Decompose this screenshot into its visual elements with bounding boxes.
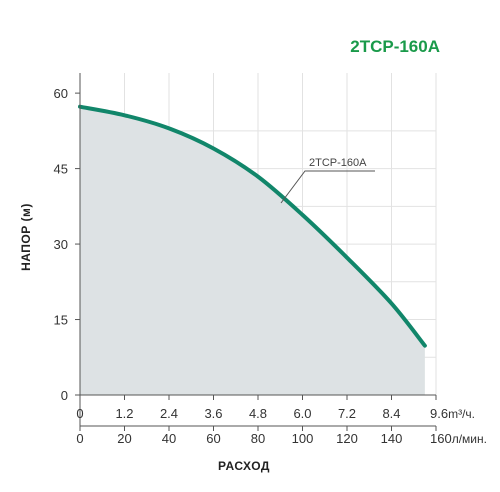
x-tick-label-m3: 1.2	[115, 406, 133, 421]
x-tick-label-m3: 2.4	[160, 406, 178, 421]
series-label: 2TCP-160A	[309, 157, 367, 169]
x-tick-label-m3: 8.4	[382, 406, 400, 421]
chart-title: 2TCP-160A	[350, 37, 440, 56]
area-fill	[80, 106, 425, 395]
y-tick-label: 60	[54, 86, 68, 101]
x-tick-label-lmin: 120	[336, 431, 358, 446]
y-tick-label: 45	[54, 162, 68, 177]
x-tick-label-lmin: 140	[381, 431, 403, 446]
y-tick-label: 30	[54, 237, 68, 252]
x-tick-label-m3: 9.6m³/ч.	[430, 406, 475, 421]
y-axis-title: НАПОР (м)	[19, 203, 33, 271]
x-tick-label-lmin: 60	[206, 431, 220, 446]
x-tick-label-m3: 3.6	[204, 406, 222, 421]
x-tick-labels-m3: 0 1.2 2.4 3.6 4.8 6.0 7.2 8.4 9.6m³/ч.	[76, 406, 475, 421]
x-tick-label-m3: 0	[76, 406, 83, 421]
x-tick-label-lmin: 20	[117, 431, 131, 446]
x-tick-label-m3: 6.0	[293, 406, 311, 421]
series-label-leader	[280, 170, 375, 204]
x-tick-label-lmin: 0	[76, 431, 83, 446]
x-tick-label-m3: 7.2	[338, 406, 356, 421]
x-tick-labels-lmin: 0 20 40 60 80 100 120 140 160л/мин.	[76, 431, 487, 446]
y-tick-label: 15	[54, 313, 68, 328]
x-tick-label-lmin: 100	[292, 431, 314, 446]
x-tick-label-m3: 4.8	[249, 406, 267, 421]
axes	[75, 73, 437, 431]
x-tick-label-m3-unit: m³/ч.	[448, 407, 475, 421]
y-tick-labels: 0 15 30 45 60	[54, 86, 68, 403]
x-tick-label-lmin: 160л/мин.	[430, 431, 487, 446]
x-axis-title: РАСХОД	[218, 459, 270, 473]
y-tick-label: 0	[61, 388, 68, 403]
x-tick-label-lmin-unit: л/мин.	[452, 432, 487, 446]
series-line-2tcp-160a	[78, 104, 427, 348]
x-tick-label-lmin: 40	[162, 431, 176, 446]
x-tick-label-lmin: 80	[251, 431, 265, 446]
